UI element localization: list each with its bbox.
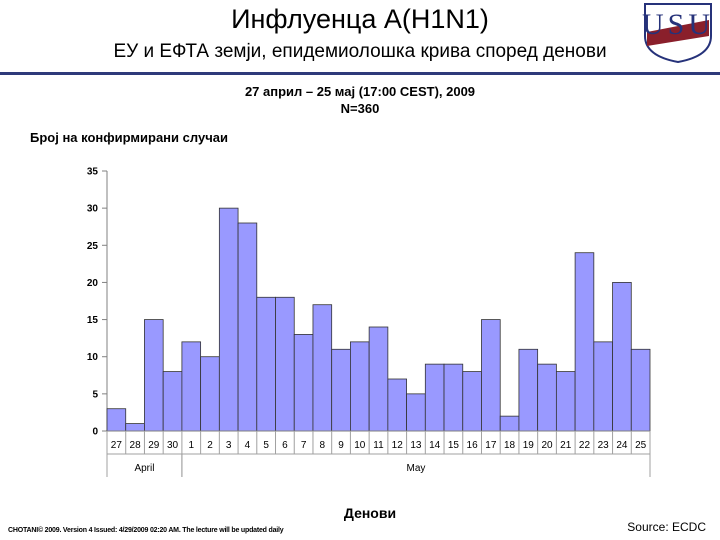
y-tick-label: 0 [92, 427, 98, 438]
bar-25 [630, 348, 651, 432]
x-tick-label: 22 [579, 440, 591, 451]
y-axis-label: Број на конфирмирани случаи [30, 130, 228, 145]
x-tick-label: 5 [263, 440, 269, 451]
bar-16 [462, 371, 482, 432]
bar-28 [125, 423, 145, 432]
bar-24 [612, 282, 632, 432]
bar-6 [275, 296, 295, 432]
x-tick-label: 29 [148, 440, 160, 451]
bar-9 [331, 348, 351, 432]
bar-11 [368, 326, 389, 432]
x-tick-label: 30 [167, 440, 179, 451]
x-tick-label: 27 [111, 440, 123, 451]
y-tick-label: 25 [87, 241, 99, 252]
x-tick-label: 16 [467, 440, 479, 451]
bar-19 [518, 348, 539, 432]
bar-18 [499, 415, 520, 432]
y-tick-label: 15 [87, 315, 99, 326]
x-tick-label: 2 [207, 440, 213, 451]
bar-14 [424, 363, 445, 432]
slide-title: Инфлуенца A(H1N1) [231, 4, 489, 34]
y-tick-label: 20 [87, 278, 99, 289]
case-total: N=360 [340, 101, 380, 116]
x-tick-label: 3 [226, 440, 232, 451]
slide-subtitle: ЕУ и ЕФТА земји, епидемиолошка крива спо… [113, 41, 607, 62]
bar-7 [293, 334, 314, 432]
x-tick-label: 10 [354, 440, 366, 451]
x-tick-label: 6 [282, 440, 288, 451]
bar-8 [312, 304, 333, 432]
x-tick-label: 23 [598, 440, 610, 451]
y-tick-label: 5 [92, 389, 98, 400]
bar-1 [181, 341, 202, 432]
x-tick-label: 12 [392, 440, 404, 451]
x-tick-label: 8 [320, 440, 326, 451]
usu-logo: USU [641, 2, 715, 64]
x-tick-label: 21 [560, 440, 572, 451]
bar-21 [555, 371, 576, 432]
bar-27 [106, 408, 127, 432]
bar-10 [350, 341, 370, 432]
bar-5 [256, 296, 276, 432]
x-tick-label: 28 [130, 440, 142, 451]
bar-17 [481, 319, 501, 432]
x-tick-label: 19 [523, 440, 535, 451]
x-tick-label: 24 [616, 440, 628, 451]
bar-22 [574, 252, 595, 432]
bar-12 [387, 378, 407, 432]
bar-13 [406, 393, 426, 432]
svg-text:USU: USU [642, 8, 714, 41]
bar-4 [237, 222, 258, 432]
x-tick-label: 9 [338, 440, 344, 451]
bar-30 [162, 371, 183, 432]
y-tick-label: 10 [87, 352, 99, 363]
y-tick-label: 35 [87, 167, 99, 178]
x-tick-label: 13 [410, 440, 422, 451]
x-tick-label: 7 [301, 440, 307, 451]
bar-23 [593, 341, 613, 432]
y-tick-label: 30 [87, 204, 99, 215]
x-tick-label: 17 [485, 440, 497, 451]
copyright-note: CHOTANI© 2009. Version 4 Issued: 4/29/20… [8, 527, 284, 534]
bar-3 [218, 207, 239, 432]
source-credit: Source: ECDC [627, 520, 706, 534]
x-tick-label: 18 [504, 440, 516, 451]
x-tick-label: 1 [188, 440, 194, 451]
date-range: 27 април – 25 мај (17:00 CEST), 2009 [244, 84, 476, 99]
x-tick-label: 15 [448, 440, 460, 451]
month-label-april: April [134, 463, 154, 474]
bar-2 [200, 356, 220, 432]
x-tick-label: 14 [429, 440, 441, 451]
x-tick-label: 11 [373, 440, 384, 451]
month-label-may: May [406, 463, 425, 474]
x-tick-label: 20 [541, 440, 553, 451]
bar-29 [144, 319, 164, 432]
x-tick-label: 25 [635, 440, 647, 451]
bar-15 [443, 363, 464, 432]
bar-20 [537, 363, 557, 432]
x-axis-label: Денови [343, 505, 397, 521]
x-tick-label: 4 [245, 440, 251, 451]
header-rule [0, 72, 720, 75]
